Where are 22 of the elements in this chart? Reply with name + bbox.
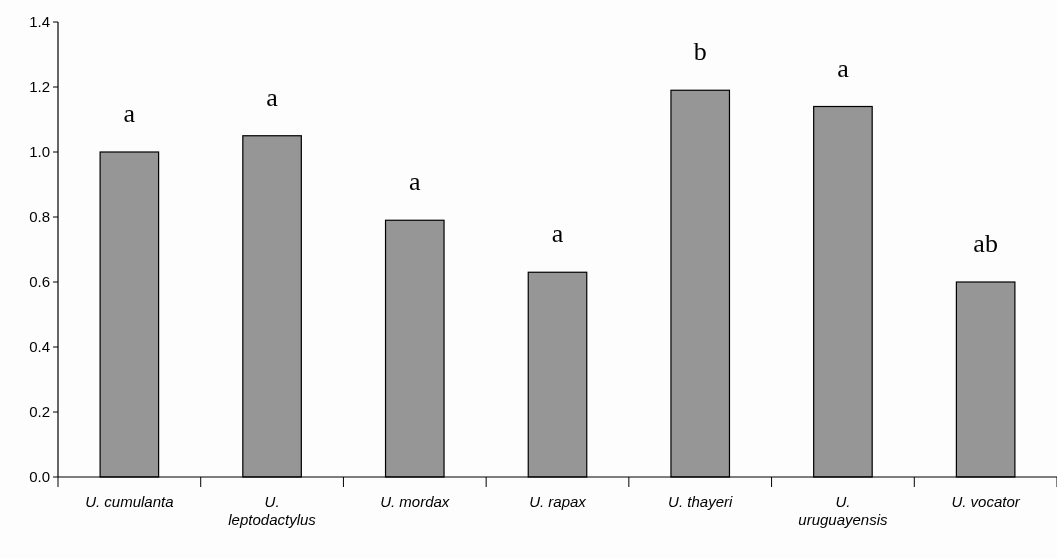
x-tick-label: U. vocator [951,493,1021,510]
x-tick-label: U. mordax [380,493,450,510]
y-tick-label: 0.6 [29,273,50,291]
annotation: ab [973,229,998,258]
y-tick-label: 1.0 [29,143,50,161]
annotation: a [551,219,564,249]
x-tick-label: U. rapax [529,493,587,510]
y-tick-label: 1.2 [29,78,50,96]
annotation: a [123,99,136,128]
annotation: a [837,53,850,83]
y-tick-label: 0.0 [29,468,50,486]
x-tick-label: U. cumulanta [85,493,174,510]
annotation: a [409,167,422,197]
x-tick-label: U. leptodactylus [228,493,317,528]
annotation: a [266,82,279,112]
y-tick-label: 0.8 [29,208,50,226]
y-tick-label: 0.2 [29,403,50,421]
y-tick-label: 0.4 [29,338,50,356]
annotation: b [693,37,707,67]
x-tick-label: U. thayeri [668,493,733,510]
x-tick-label: U. uruguayensis [798,493,889,528]
y-tick-label: 1.4 [29,13,50,31]
